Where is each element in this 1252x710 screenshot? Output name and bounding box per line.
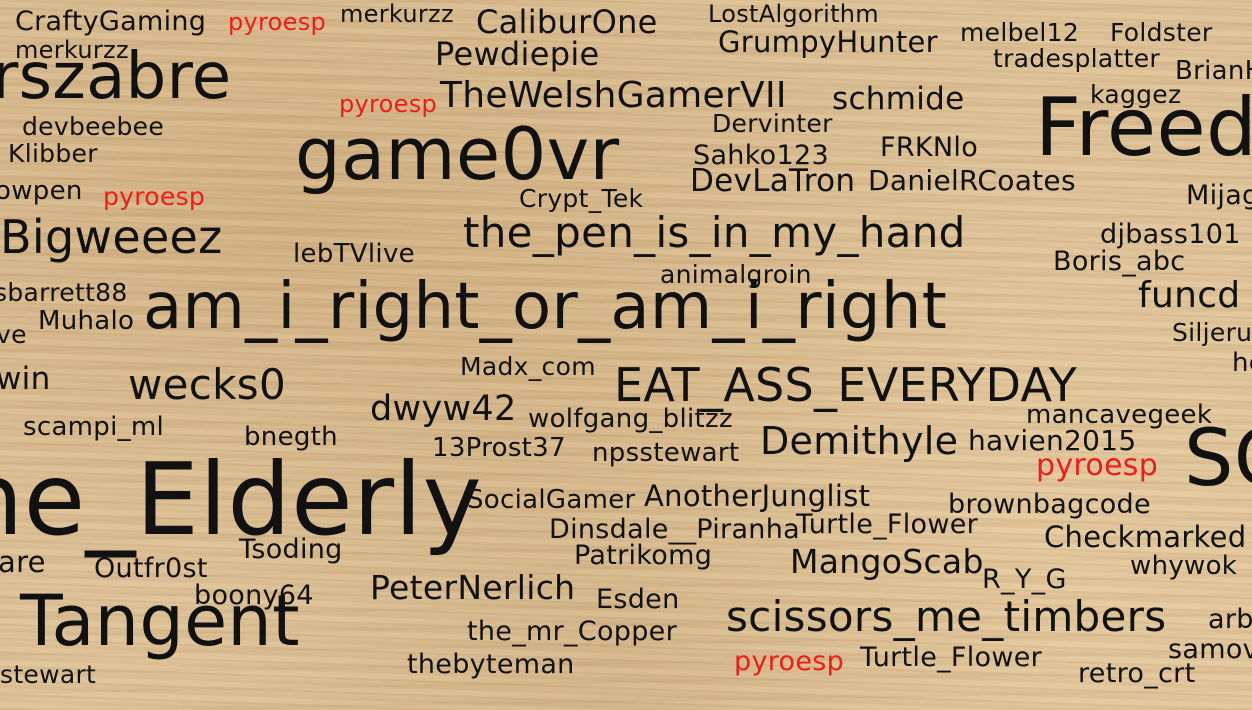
name-word: Outfr0st	[94, 553, 208, 584]
name-word: whywok	[1130, 551, 1238, 581]
name-word: Tangent	[20, 580, 300, 662]
name-word: Turtle_Flower	[860, 642, 1043, 673]
name-word: CraftyGaming	[15, 6, 207, 37]
name-word: MangoScab	[790, 542, 984, 581]
name-word: R_Y_G	[982, 564, 1067, 595]
name-word: Klibber	[8, 139, 98, 168]
name-word: boony64	[194, 580, 314, 611]
name-word: Mijag	[1186, 180, 1252, 211]
name-word: CaliburOne	[476, 3, 658, 41]
name-word: brownbagcode	[948, 489, 1151, 520]
highlighted-name-word: pyroesp	[339, 90, 438, 118]
name-word: Freed	[1035, 81, 1252, 174]
name-word: Dinsdale__Piranha	[549, 514, 800, 545]
name-word: the_mr_Copper	[467, 616, 677, 647]
name-word: mancavegeek	[1026, 400, 1213, 430]
name-word: owpen	[0, 176, 83, 206]
name-word: scampi_ml	[23, 412, 165, 442]
name-word: Crypt_Tek	[519, 184, 644, 213]
name-word: Demithyle	[760, 419, 959, 463]
name-word: Turtle_Flower	[796, 509, 979, 540]
name-word: DevLaTron	[690, 163, 856, 199]
name-word: bnegth	[244, 422, 338, 452]
name-word: rszabre	[0, 40, 232, 114]
name-word: Tsoding	[239, 534, 343, 565]
name-word: SocialGamer	[467, 485, 636, 515]
name-word: devbeebee	[22, 112, 165, 141]
highlighted-name-word: pyroesp	[734, 646, 845, 677]
name-word: dwyw42	[370, 389, 517, 429]
name-word: havien2015	[968, 424, 1137, 457]
name-word: Siljeru	[1172, 318, 1252, 347]
name-word: he	[1232, 348, 1252, 378]
name-word: PeterNerlich	[370, 568, 576, 607]
name-word: wolfgang_blitzz	[528, 404, 733, 434]
name-word: tradesplatter	[993, 44, 1160, 73]
name-word: AnotherJunglist	[644, 479, 871, 513]
name-word: melbel12	[960, 18, 1080, 47]
name-word: game0vr	[295, 112, 620, 196]
name-word: thebyteman	[407, 649, 575, 680]
name-word: samov	[1168, 634, 1252, 665]
name-word: Patrikomg	[574, 540, 713, 571]
name-word: funcd	[1138, 275, 1241, 316]
name-word: SC	[1184, 414, 1252, 504]
name-word: arb	[1208, 604, 1252, 635]
name-word: sbarrett88	[0, 278, 128, 307]
name-word: 13Prost37	[432, 433, 566, 463]
name-word: wecks0	[128, 360, 287, 409]
name-word: merkurzz	[15, 36, 129, 64]
name-word: Checkmarked	[1044, 520, 1247, 554]
name-word: stewart	[0, 660, 97, 689]
name-word: djbass101	[1100, 219, 1241, 250]
name-word: ve	[0, 320, 27, 349]
name-word: he_Elderly	[0, 441, 482, 558]
name-word: GrumpyHunter	[718, 25, 938, 59]
highlighted-name-word: pyroesp	[228, 8, 327, 36]
name-word: DanielRCoates	[868, 164, 1076, 197]
name-word: schmide	[832, 81, 965, 117]
highlighted-name-word: pyroesp	[103, 182, 206, 211]
name-word: TheWelshGamerVII	[440, 75, 787, 116]
name-word: Esden	[596, 584, 680, 615]
name-word: BrianH	[1175, 56, 1252, 86]
name-word: Muhalo	[38, 306, 135, 336]
name-word: Madx_com	[460, 352, 596, 381]
name-word: lebTVlive	[293, 239, 415, 269]
name-word: FRKNlo	[880, 132, 979, 163]
name-word: animalgroin	[660, 260, 812, 289]
name-word: Foldster	[1110, 18, 1213, 47]
name-word: are	[0, 545, 46, 579]
name-word: LostAlgorithm	[708, 0, 879, 28]
name-word: kaggez	[1090, 80, 1182, 109]
name-word: scissors_me_timbers	[726, 592, 1167, 641]
name-word: npsstewart	[592, 438, 740, 468]
name-word: the_pen_is_in_my_hand	[463, 208, 966, 257]
highlighted-name-word: pyroesp	[1036, 448, 1159, 483]
name-word: win	[0, 361, 51, 397]
name-word: Sahko123	[693, 140, 829, 171]
name-word: EAT_ASS_EVERYDAY	[614, 358, 1078, 412]
name-word: am_i_right_or_am_i_right	[143, 270, 948, 344]
name-word: Boris_abc	[1053, 246, 1186, 277]
name-word: merkurzz	[340, 0, 454, 28]
name-word: retro_crt	[1078, 658, 1196, 689]
name-word: Bigweeez	[0, 210, 223, 264]
name-word: Pewdiepie	[435, 35, 600, 73]
name-word: Dervinter	[712, 109, 833, 138]
